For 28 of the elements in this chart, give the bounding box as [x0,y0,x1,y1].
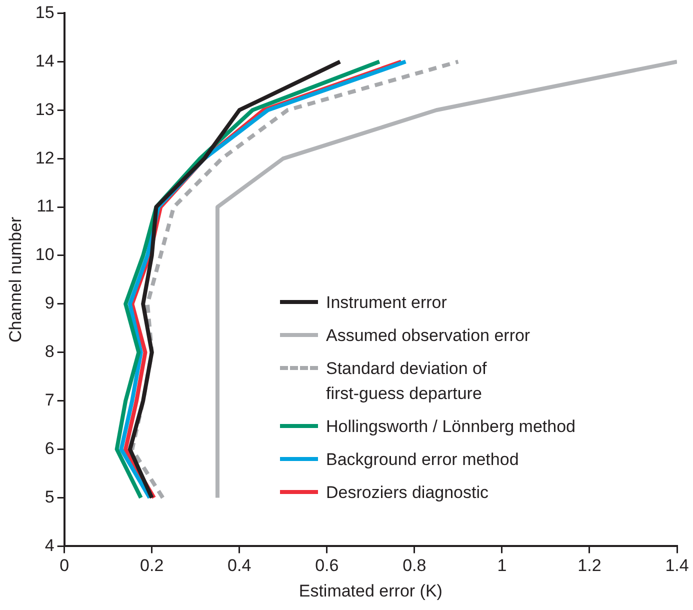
x-tick-label: 1 [497,556,507,576]
y-tick-label: 9 [44,294,54,313]
x-tick-label: 1.2 [578,556,602,576]
y-tick-label: 8 [44,342,54,362]
x-tick-label: 0.4 [228,556,252,576]
legend-label: Assumed observation error [326,325,530,347]
y-tick-label: 15 [35,2,54,22]
y-tick-label: 13 [35,100,54,119]
legend-label: Instrument error [326,292,447,314]
y-tick-label: 10 [35,245,54,264]
x-axis-title: Estimated error (K) [298,581,442,600]
legend-label: Standard deviation of first-guess departure [326,358,487,405]
legend-label: Desroziers diagnostic [326,482,489,504]
y-tick-label: 7 [44,390,54,410]
x-tick-label: 0 [60,556,70,576]
y-tick-label: 11 [36,196,54,216]
x-tick-label: 0.8 [402,556,426,576]
y-tick-label: 4 [44,536,54,555]
legend-label: Background error method [326,449,519,471]
x-tick-label: 1.4 [665,556,689,576]
x-tick-label: 0.6 [315,556,339,576]
y-axis-title: Channel number [6,216,25,343]
legend-label: Hollingsworth / Lönnberg method [326,416,576,438]
y-tick-label: 6 [44,438,54,458]
y-tick-label: 12 [35,148,54,168]
x-tick-label: 0.2 [140,556,164,576]
y-tick-label: 5 [44,487,54,506]
y-tick-label: 14 [35,51,54,70]
